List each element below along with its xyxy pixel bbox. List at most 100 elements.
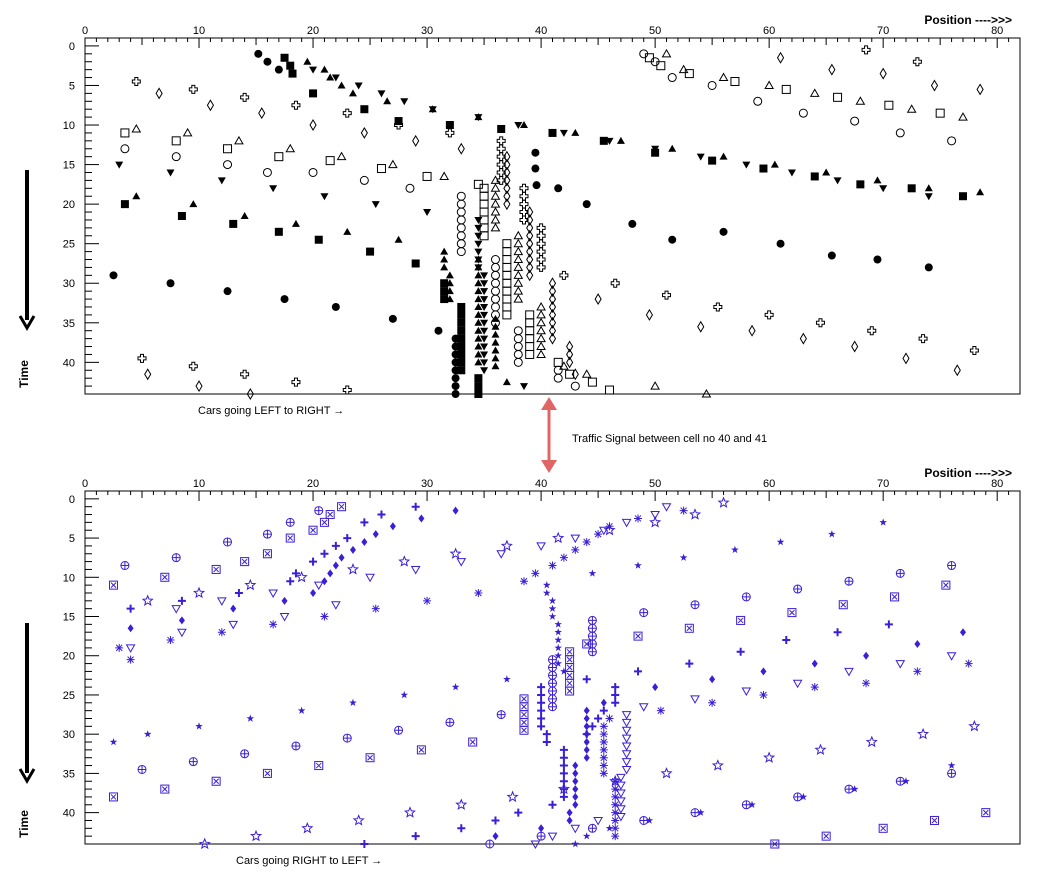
data-point <box>554 643 562 652</box>
data-point <box>337 502 347 512</box>
data-point <box>359 175 369 185</box>
data-point <box>456 558 467 567</box>
data-point <box>895 776 905 786</box>
data-point <box>496 175 506 185</box>
data-point <box>474 302 483 310</box>
data-point <box>656 706 665 715</box>
data-point <box>741 592 751 602</box>
data-point <box>611 808 620 817</box>
data-point <box>679 553 688 561</box>
data-point <box>320 193 329 201</box>
data-point <box>548 332 557 345</box>
data-point <box>776 538 785 546</box>
data-point <box>120 561 130 571</box>
data-point <box>398 555 411 567</box>
data-point <box>274 65 283 74</box>
series-triangle-down-filled <box>115 66 933 391</box>
data-point <box>651 145 660 153</box>
data-point <box>565 678 575 688</box>
data-point <box>611 800 620 809</box>
data-point <box>661 48 672 58</box>
data-point <box>519 191 529 201</box>
data-point <box>924 263 933 272</box>
x-tick-label: 40 <box>535 25 547 37</box>
data-point <box>660 767 673 779</box>
y-tick-label: 15 <box>63 160 75 172</box>
data-point <box>160 572 170 582</box>
data-point <box>690 695 700 704</box>
data-point <box>314 506 324 516</box>
data-point <box>457 142 465 155</box>
data-point <box>554 620 562 628</box>
data-point <box>457 366 466 375</box>
data-point <box>588 569 597 577</box>
data-point <box>548 128 557 137</box>
data-point <box>394 725 404 735</box>
data-point <box>969 345 979 355</box>
chart-caption: Cars going RIGHT to LEFT → <box>236 855 382 867</box>
data-point <box>291 219 300 227</box>
data-point <box>850 785 859 793</box>
data-point <box>109 738 118 746</box>
data-point <box>490 294 500 304</box>
x-tick-label: 50 <box>649 25 661 37</box>
data-point <box>678 64 689 74</box>
data-point <box>480 280 489 288</box>
data-point <box>474 374 483 383</box>
data-point <box>610 278 620 288</box>
data-point <box>582 832 591 840</box>
data-point <box>503 190 511 203</box>
data-point <box>479 191 489 201</box>
data-point <box>543 589 551 597</box>
y-tick-label: 10 <box>63 120 75 132</box>
data-point <box>583 730 590 739</box>
series-square-filled <box>120 53 967 398</box>
data-point <box>611 832 620 841</box>
data-point <box>793 584 803 594</box>
data-point <box>120 200 129 209</box>
data-point <box>474 271 483 279</box>
data-point <box>503 182 511 195</box>
data-point <box>912 57 922 67</box>
x-tick-label: 80 <box>991 478 1003 490</box>
data-point <box>856 180 865 189</box>
data-point <box>828 530 836 538</box>
data-point <box>451 683 460 691</box>
chart-caption: Cars going LEFT to RIGHT → <box>198 405 344 417</box>
data-point <box>474 588 483 597</box>
data-point <box>223 287 232 296</box>
data-point <box>947 561 957 571</box>
data-point <box>548 678 557 688</box>
data-point <box>787 169 796 177</box>
data-point <box>616 813 626 822</box>
data-point <box>525 318 535 328</box>
series-triangle-down-open <box>125 503 957 850</box>
data-point <box>474 382 483 391</box>
data-point <box>445 287 454 295</box>
data-point <box>474 248 483 256</box>
data-point <box>929 815 939 825</box>
series-diamond-open <box>144 51 984 400</box>
data-point <box>240 369 250 379</box>
data-point <box>559 769 568 778</box>
data-point <box>326 73 335 81</box>
data-point <box>526 245 534 258</box>
x-tick-label: 20 <box>307 478 319 490</box>
data-point <box>502 294 512 304</box>
data-point <box>491 346 500 354</box>
data-point <box>633 631 643 641</box>
data-point <box>599 753 608 762</box>
data-point <box>531 148 540 157</box>
data-point <box>125 644 136 653</box>
data-point <box>566 348 574 361</box>
data-point <box>474 216 483 224</box>
data-point <box>331 541 340 550</box>
data-point <box>809 88 820 97</box>
data-point <box>941 580 951 590</box>
data-point <box>496 710 506 720</box>
data-point <box>327 569 334 578</box>
data-point <box>815 318 825 328</box>
data-point <box>947 136 957 146</box>
data-point <box>309 557 318 566</box>
